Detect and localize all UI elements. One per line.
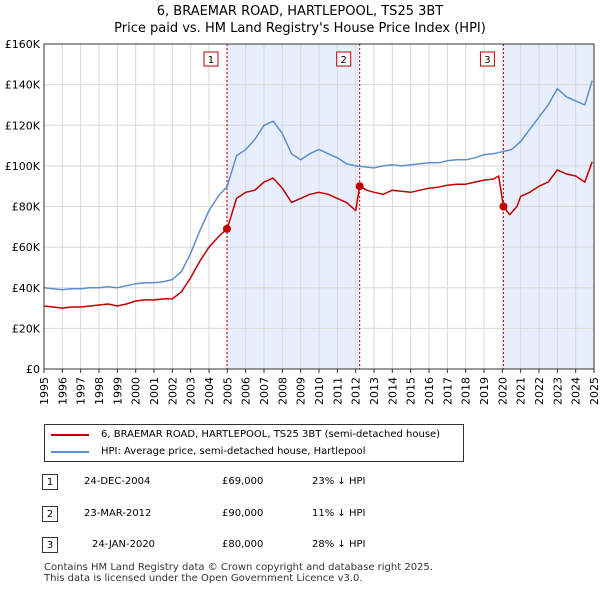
- y-tick-label: £160K: [5, 38, 41, 51]
- x-tick-label: 2015: [405, 377, 418, 405]
- x-tick-label: 2008: [276, 377, 289, 405]
- legend: 6, BRAEMAR ROAD, HARTLEPOOL, TS25 3BT (s…: [44, 424, 464, 462]
- plot-frame: [43, 43, 595, 370]
- transaction-date: 24-JAN-2020: [92, 539, 156, 550]
- transaction-date: 23-MAR-2012: [84, 508, 152, 519]
- x-tick-label: 2007: [258, 377, 271, 405]
- x-tick-label: 2004: [203, 377, 216, 405]
- transaction-row: 3 24-JAN-2020 £80,000 28% ↓ HPI: [0, 537, 600, 557]
- x-tick-label: 2009: [295, 377, 308, 405]
- chart-title: 6, BRAEMAR ROAD, HARTLEPOOL, TS25 3BT: [156, 4, 444, 19]
- x-tick-label: 2022: [533, 377, 546, 405]
- series-line-hpi: [43, 80, 593, 291]
- transaction-price: £90,000: [222, 508, 264, 519]
- sale-points: [222, 182, 508, 233]
- x-tick-label: 2025: [588, 377, 600, 405]
- legend-swatch-blue: [51, 451, 89, 453]
- transaction-number: 3: [42, 537, 58, 553]
- y-tick-label: £120K: [5, 119, 41, 132]
- sale-point: [499, 202, 508, 211]
- legend-label-hpi: HPI: Average price, semi-detached house,…: [101, 446, 366, 457]
- y-tick-label: £80K: [12, 201, 41, 214]
- x-tick-label: 2000: [130, 377, 143, 405]
- x-tick-label: 2020: [496, 377, 509, 405]
- transaction-row: 2 23-MAR-2012 £90,000 11% ↓ HPI: [0, 506, 600, 526]
- x-tick-label: 2011: [331, 377, 344, 405]
- price-chart: 1 2 3 £0 £20K £40K £60K £80K £100K £120K £140K £16…: [5, 38, 600, 405]
- footer-copyright: Contains HM Land Registry data © Crown c…: [44, 562, 433, 573]
- y-tick-label: £20K: [12, 322, 41, 335]
- x-tick-label: 2006: [240, 377, 253, 405]
- transaction-number: 1: [42, 474, 58, 490]
- x-tick-label: 2010: [313, 377, 326, 405]
- x-tick-label: 1996: [56, 377, 69, 405]
- transaction-hpi-diff: 23% ↓ HPI: [312, 476, 366, 487]
- y-tick-label: £40K: [12, 282, 41, 295]
- legend-label-property: 6, BRAEMAR ROAD, HARTLEPOOL, TS25 3BT (s…: [101, 429, 441, 440]
- y-tick-label: £60K: [12, 241, 41, 254]
- axes: [43, 43, 595, 373]
- x-tick-label: 2019: [478, 377, 491, 405]
- x-tick-label: 2018: [460, 377, 473, 405]
- y-tick-label: £140K: [5, 79, 41, 92]
- x-tick-label: 2001: [148, 377, 161, 405]
- x-tick-labels: 1995 1996 1997 1998 1999 2000 2001 2002 2003 2004…: [38, 377, 600, 405]
- transaction-date: 24-DEC-2004: [84, 476, 151, 487]
- x-tick-label: 1998: [93, 377, 106, 405]
- x-tick-label: 2021: [515, 377, 528, 405]
- sale-marker-label: 2: [341, 55, 347, 66]
- x-tick-label: 2024: [570, 377, 583, 405]
- x-tick-label: 2002: [166, 377, 179, 405]
- sale-marker-label: 3: [484, 55, 490, 66]
- transaction-price: £69,000: [222, 476, 264, 487]
- chart-subtitle: Price paid vs. HM Land Registry's House …: [114, 21, 486, 36]
- x-tick-label: 2016: [423, 377, 436, 405]
- x-tick-label: 2017: [441, 377, 454, 405]
- x-tick-label: 2013: [368, 377, 381, 405]
- x-tick-label: 1997: [75, 377, 88, 405]
- transaction-hpi-diff: 11% ↓ HPI: [312, 508, 366, 519]
- y-tick-labels: £0 £20K £40K £60K £80K £100K £120K £140K £160K: [5, 38, 41, 376]
- sale-marker-label: 1: [208, 55, 214, 66]
- sale-marker-box: [336, 51, 352, 67]
- sale-point: [355, 182, 364, 191]
- x-tick-label: 1999: [111, 377, 124, 405]
- y-tick-label: £0: [26, 363, 40, 376]
- transaction-number: 2: [42, 506, 58, 522]
- transaction-price: £80,000: [222, 539, 264, 550]
- x-tick-label: 1995: [38, 377, 51, 405]
- x-tick-label: 2012: [350, 377, 363, 405]
- footer: Contains HM Land Registry data © Crown c…: [44, 562, 433, 584]
- transaction-row: 1 24-DEC-2004 £69,000 23% ↓ HPI: [0, 474, 600, 494]
- x-tick-label: 2014: [386, 377, 399, 405]
- transaction-hpi-diff: 28% ↓ HPI: [312, 539, 366, 550]
- x-tick-label: 2003: [185, 377, 198, 405]
- sale-marker-box: [479, 51, 495, 67]
- x-tick-label: 2005: [221, 377, 234, 405]
- legend-swatch-red: [51, 434, 89, 436]
- gridlines: [43, 43, 595, 370]
- x-tick-label: 2023: [551, 377, 564, 405]
- sale-marker-boxes: 1 2 3: [203, 51, 495, 67]
- sale-point: [222, 224, 231, 233]
- sale-marker-box: [203, 51, 219, 67]
- footer-licence: This data is licensed under the Open Gov…: [44, 573, 363, 584]
- y-tick-label: £100K: [5, 160, 41, 173]
